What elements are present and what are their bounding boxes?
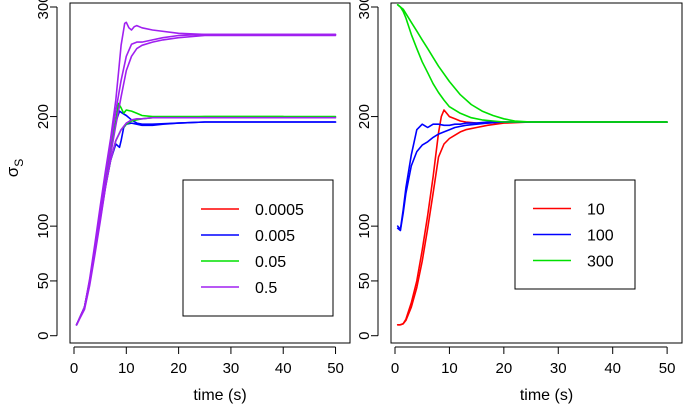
legend-label: 0.005	[255, 228, 295, 245]
y-tick-label: 200	[35, 104, 52, 129]
y-axis: 0 50 100 200 300	[35, 0, 58, 340]
y-tick-label: 300	[35, 0, 52, 20]
right-panel: 0 50 100 200 300 0 10 20 30 40 50 time (s) 10 100 300	[356, 0, 683, 404]
legend-box	[182, 179, 334, 317]
legend-label: 10	[587, 202, 605, 219]
x-axis-label: time (s)	[520, 387, 573, 404]
x-axis: 0 10 20 30 40 50 time (s)	[391, 346, 676, 404]
y-axis-label: σS	[3, 159, 26, 178]
x-tick-label: 0	[70, 360, 78, 377]
series-0.5	[75, 21, 337, 326]
plot-frame	[69, 2, 351, 344]
plot-frame	[390, 2, 683, 344]
y-tick-label: 200	[356, 104, 373, 129]
legend-label: 0.05	[255, 254, 286, 271]
x-tick-label: 10	[118, 360, 135, 377]
x-tick-label: 50	[659, 360, 676, 377]
series-line	[75, 116, 337, 326]
y-tick-label: 100	[35, 214, 52, 239]
x-tick-label: 30	[223, 360, 240, 377]
x-tick-label: 20	[170, 360, 187, 377]
x-tick-label: 20	[496, 360, 513, 377]
legend-label: 0.5	[255, 280, 277, 297]
x-axis: 0 10 20 30 40 50 time (s)	[70, 346, 344, 404]
x-tick-label: 50	[327, 360, 344, 377]
x-tick-label: 40	[275, 360, 292, 377]
series-line	[75, 21, 337, 326]
y-tick-label: 0	[356, 332, 373, 340]
x-tick-label: 0	[391, 360, 399, 377]
series-line	[396, 4, 668, 123]
x-tick-label: 30	[550, 360, 567, 377]
legend: 0.0005 0.005 0.05 0.5	[182, 179, 334, 317]
x-tick-label: 10	[441, 360, 458, 377]
x-tick-label: 40	[604, 360, 621, 377]
x-axis-label: time (s)	[193, 387, 246, 404]
legend: 10 100 300	[514, 179, 636, 290]
y-axis: 0 50 100 200 300	[356, 0, 379, 340]
series-300	[396, 4, 668, 123]
series-line	[396, 4, 668, 123]
y-tick-label: 300	[356, 0, 373, 20]
legend-label: 300	[587, 254, 614, 271]
y-tick-label: 0	[35, 332, 52, 340]
legend-label: 100	[587, 228, 614, 245]
y-tick-label: 50	[35, 273, 52, 290]
y-tick-label: 100	[356, 214, 373, 239]
y-tick-label: 50	[356, 273, 373, 290]
legend-label: 0.0005	[255, 202, 304, 219]
